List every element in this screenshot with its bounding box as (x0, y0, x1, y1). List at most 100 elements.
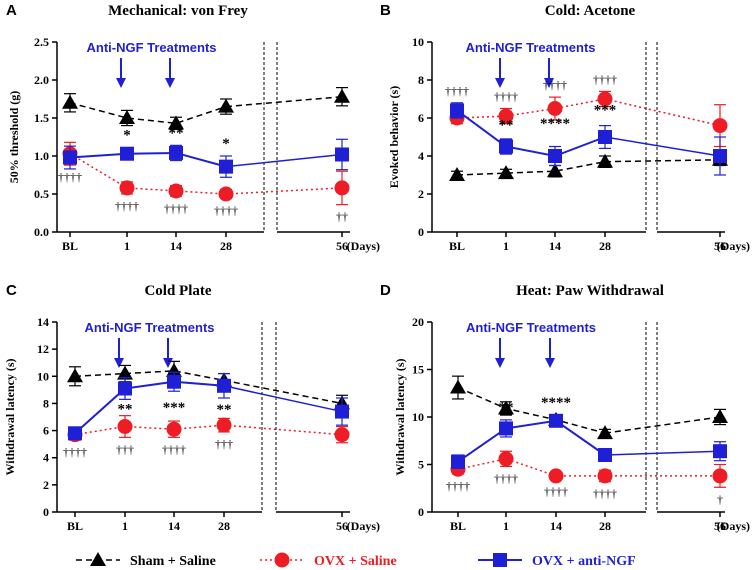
series-ovx-saline (67, 415, 350, 444)
x-tick-label: 28 (220, 239, 232, 253)
x-tick-label: 56 (714, 519, 726, 533)
series-line-break-segment (223, 379, 343, 405)
y-tick-label: 1.5 (34, 111, 49, 125)
data-point (498, 400, 514, 415)
y-tick-label: 20 (412, 315, 424, 329)
data-point (119, 180, 135, 196)
data-point (499, 139, 513, 154)
data-point (335, 147, 349, 162)
x-tick-label: BL (450, 519, 466, 533)
dagger-label: †† (336, 210, 348, 224)
series-line (69, 151, 227, 168)
data-point (117, 419, 133, 434)
series-ovx-saline (449, 90, 728, 148)
panel-letter: C (6, 282, 17, 299)
treatment-arrowhead (544, 78, 554, 88)
data-point (335, 404, 349, 419)
panel-letter: A (6, 2, 17, 19)
x-tick-label: 1 (124, 239, 130, 253)
series-line-break-segment (604, 159, 721, 163)
dagger-label: †††† (544, 485, 568, 499)
data-point (63, 150, 77, 165)
y-tick-label: 10 (412, 35, 424, 49)
series-line-break-segment (223, 385, 343, 413)
x-tick-label: 28 (218, 519, 230, 533)
y-tick-label: 12 (37, 342, 49, 356)
series-ovx-saline (450, 450, 728, 488)
series-line (456, 160, 606, 176)
dagger-label: †††† (445, 84, 469, 98)
data-point (119, 110, 135, 124)
series-ovx-anti-ngf (450, 102, 727, 176)
dagger-label: ††† (116, 442, 134, 456)
x-tick-label: BL (449, 239, 465, 253)
data-point (217, 378, 231, 393)
chart-panel-a: A Mechanical: von Frey 0.0 0.5 1.0 1.5 2.0 2.5 B… (6, 2, 380, 253)
data-point (62, 94, 78, 109)
y-tick-label: 5 (418, 458, 424, 472)
y-tick-label: 0 (43, 505, 49, 519)
data-point (219, 159, 233, 174)
legend: Sham + Saline OVX + Saline OVX + anti-NGF (76, 552, 636, 569)
data-point (712, 409, 728, 423)
dagger-label: †††† (543, 78, 567, 92)
y-tick-label: 4 (418, 149, 424, 163)
dagger-label: †††† (214, 204, 238, 218)
data-point (548, 468, 564, 484)
x-tick-label: 14 (168, 519, 180, 533)
dagger-label: †††† (164, 201, 188, 215)
data-point (218, 98, 234, 113)
chart-panel-b: B Cold: Acetone 0 2 4 6 8 10 BL 1 14 28 56(Days) Evok… (380, 2, 750, 253)
series-ovx-anti-ngf (63, 138, 349, 178)
data-point (334, 88, 350, 103)
data-point (547, 163, 563, 178)
significance-label: ** (499, 400, 514, 416)
panel-title: Heat: Paw Withdrawal (516, 283, 664, 299)
treatment-arrowhead (163, 358, 173, 368)
y-tick-label: 0 (418, 225, 424, 239)
legend-marker (274, 552, 290, 568)
y-tick-label: 15 (412, 363, 424, 377)
dagger-label: † (717, 492, 723, 506)
treatment-arrowhead (495, 358, 505, 368)
x-tick-label: 56 (714, 239, 726, 253)
x-tick-label: 56 (336, 239, 348, 253)
legend-item-circle: OVX + Saline (260, 552, 397, 569)
data-point (713, 149, 727, 163)
dagger-label: †††† (446, 479, 470, 493)
legend-label: OVX + anti-NGF (532, 554, 636, 569)
data-point (334, 427, 350, 443)
x-tick-label: 28 (599, 239, 611, 253)
data-point (498, 165, 514, 180)
series-ovx-anti-ngf (451, 413, 727, 469)
data-point (498, 451, 514, 467)
panel-title: Cold: Acetone (545, 3, 636, 19)
y-tick-label: 14 (37, 315, 49, 329)
dagger-label: †††† (494, 471, 518, 485)
series-line-break-segment (225, 95, 343, 108)
data-point (166, 362, 182, 377)
x-tick-label: 14 (550, 519, 562, 533)
x-axis-label: (Days) (717, 239, 750, 253)
series-sham-saline (449, 151, 728, 181)
series-line-break-segment (223, 424, 343, 436)
y-tick-label: 10 (412, 410, 424, 424)
significance-label: **** (540, 116, 570, 132)
x-axis-label: (Days) (347, 239, 380, 253)
data-point (598, 130, 612, 144)
data-point (117, 365, 133, 380)
data-point (166, 421, 182, 437)
data-point (68, 426, 82, 441)
data-point (334, 180, 350, 196)
y-tick-label: 2.5 (34, 35, 49, 49)
treatment-arrowhead (165, 78, 175, 88)
x-tick-label: 14 (549, 239, 561, 253)
x-tick-label: BL (67, 519, 83, 533)
data-point (449, 167, 465, 181)
data-point (597, 468, 613, 484)
y-axis-label: Withdrawal latency (s) (393, 358, 407, 475)
legend-marker (90, 552, 106, 566)
data-point (118, 381, 132, 396)
series-line (456, 109, 606, 158)
dagger-label: †††† (115, 199, 139, 213)
